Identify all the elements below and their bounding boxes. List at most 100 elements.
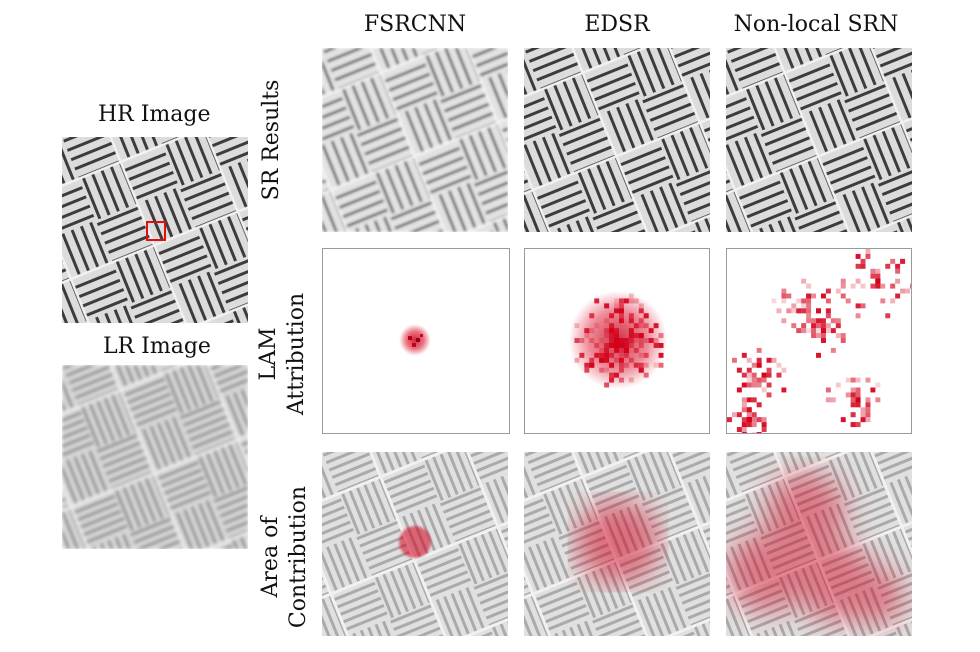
- attribution-pixel: [633, 298, 639, 304]
- attribution-pixel: [865, 402, 871, 408]
- attribution-pixel: [816, 323, 821, 329]
- attribution-pixel: [574, 357, 580, 363]
- attribution-pixel: [746, 372, 752, 378]
- attribution-pixel: [633, 347, 639, 353]
- attribution-pixel: [618, 338, 624, 343]
- attribution-pixel: [633, 362, 639, 368]
- attribution-pixel: [801, 278, 807, 284]
- attribution-pixel: [756, 357, 762, 363]
- attribution-pixel: [811, 328, 817, 334]
- attribution-pixel: [638, 352, 644, 358]
- attribution-pixel: [781, 293, 787, 299]
- area-of-contribution-edsr: [524, 452, 710, 636]
- attribution-pixel: [746, 382, 752, 388]
- lam-attribution-edsr: [524, 248, 710, 434]
- attribution-pixel: [855, 402, 861, 408]
- attribution-pixel: [835, 333, 841, 339]
- attribution-pixel: [751, 397, 757, 403]
- attribution-pixel: [865, 397, 871, 403]
- attribution-pixel: [890, 258, 896, 264]
- attribution-pixel: [806, 313, 812, 319]
- attribution-pixel: [791, 303, 797, 309]
- attribution-pixel: [830, 347, 836, 353]
- attribution-pixel: [806, 298, 812, 304]
- attribution-pixel: [746, 422, 752, 428]
- attribution-pixel: [618, 377, 624, 383]
- attribution-pixel: [618, 338, 624, 343]
- attribution-pixel: [875, 273, 881, 279]
- attribution-pixel: [751, 432, 757, 433]
- attribution-pixel: [865, 253, 871, 259]
- attribution-pixel: [614, 338, 619, 343]
- attribution-pixel: [618, 338, 624, 343]
- attribution-pixel: [648, 338, 654, 343]
- attribution-pixel: [776, 308, 782, 314]
- attribution-pixel: [885, 313, 891, 319]
- attribution-pixel: [900, 288, 906, 294]
- attribution-pixel: [614, 333, 619, 339]
- attribution-pixel: [761, 422, 767, 428]
- attribution-pixel: [604, 318, 610, 324]
- attribution-pixel: [835, 288, 841, 294]
- attribution-pixel: [604, 333, 610, 339]
- column-title-edsr: EDSR: [584, 12, 650, 37]
- attribution-pixel: [865, 407, 871, 413]
- attribution-pixel: [648, 328, 654, 334]
- attribution-pixel: [604, 328, 610, 334]
- attribution-pixel: [633, 338, 639, 343]
- attribution-pixel: [880, 283, 886, 289]
- attribution-pixel: [628, 338, 634, 343]
- attribution-pixel: [609, 338, 615, 343]
- attribution-pixel: [895, 268, 901, 274]
- attribution-pixel: [811, 328, 817, 334]
- attribution-pixel: [614, 347, 619, 353]
- attribution-pixel: [756, 432, 762, 433]
- attribution-pixel: [771, 357, 777, 363]
- attribution-pixel: [746, 417, 752, 423]
- attribution-pixel: [594, 323, 600, 329]
- attribution-pixel: [865, 249, 871, 254]
- attribution-pixel: [614, 342, 619, 348]
- attribution-pixel: [870, 283, 876, 289]
- attribution-pixel: [820, 293, 826, 299]
- attribution-pixel: [653, 323, 659, 329]
- attribution-pixel: [658, 362, 664, 368]
- attribution-pixel: [638, 333, 644, 339]
- attribution-pixel: [875, 382, 881, 388]
- attribution-pixel: [860, 303, 866, 309]
- attribution-pixel: [860, 258, 866, 264]
- attribution-pixel: [816, 323, 821, 329]
- attribution-pixel: [628, 293, 634, 299]
- sr-result-edsr: [524, 48, 710, 232]
- attribution-pixel: [618, 342, 624, 348]
- attribution-pixel: [736, 427, 742, 433]
- attribution-pixel: [850, 402, 856, 408]
- attribution-pixel: [614, 372, 619, 378]
- attribution-pixel: [850, 283, 856, 289]
- attribution-pixel: [801, 323, 807, 329]
- attribution-pixel: [825, 328, 831, 334]
- attribution-pixel: [756, 362, 762, 368]
- attribution-pixel: [594, 342, 600, 348]
- attribution-pixel: [638, 318, 644, 324]
- attribution-pixel: [584, 367, 590, 373]
- column-title-non-local-srn: Non-local SRN: [733, 12, 899, 37]
- attribution-pixel: [736, 412, 742, 418]
- attribution-pixel: [638, 333, 644, 339]
- attribution-pixel: [614, 347, 619, 353]
- attribution-pixel: [791, 323, 797, 329]
- attribution-pixel: [761, 377, 767, 383]
- attribution-pixel: [806, 318, 812, 324]
- attribution-pixel: [751, 377, 757, 383]
- attribution-pixel: [584, 333, 590, 339]
- attribution-pixel: [604, 303, 610, 309]
- attribution-pixel: [574, 338, 580, 343]
- lam-attribution-fsrcnn: [322, 248, 510, 434]
- attribution-pixel: [761, 417, 767, 423]
- sr-result-non-local-srn: [726, 48, 912, 232]
- attribution-pixel: [816, 318, 821, 324]
- attribution-pixel: [638, 323, 644, 329]
- attribution-pixel: [618, 347, 624, 353]
- attribution-pixel: [751, 362, 757, 368]
- attribution-pixel: [609, 313, 615, 319]
